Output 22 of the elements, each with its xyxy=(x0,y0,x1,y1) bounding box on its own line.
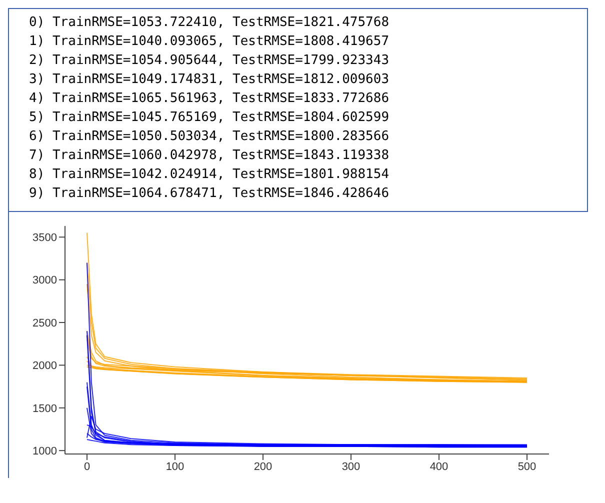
y-tick-label: 1000 xyxy=(32,445,57,458)
text: 3) TrainRMSE=1049.174831, TestRMSE=1812.009603 xyxy=(29,71,390,89)
text: 1) TrainRMSE=1040.093065, TestRMSE=1808.419657 xyxy=(29,33,390,51)
text: 0) TrainRMSE=1053.722410, TestRMSE=1821.475768 xyxy=(29,14,390,32)
x-tick-label: 400 xyxy=(430,460,448,473)
text: 8) TrainRMSE=1042.024914, TestRMSE=1801.988154 xyxy=(29,166,390,184)
x-tick-label: 300 xyxy=(342,460,360,473)
y-tick-label: 1500 xyxy=(32,402,57,415)
x-tick-label: 500 xyxy=(518,460,536,473)
y-tick-label: 3000 xyxy=(32,274,57,287)
text: 9) TrainRMSE=1064.678471, TestRMSE=1846.428646 xyxy=(29,185,390,203)
text: 4) TrainRMSE=1065.561963, TestRMSE=1833.772686 xyxy=(29,90,390,108)
x-tick-label: 100 xyxy=(166,460,184,473)
text: 2) TrainRMSE=1054.905644, TestRMSE=1799.923343 xyxy=(29,52,390,70)
y-tick-label: 2500 xyxy=(32,317,57,330)
text: 7) TrainRMSE=1060.042978, TestRMSE=1843.119338 xyxy=(29,147,390,165)
y-tick-label: 3500 xyxy=(32,232,57,244)
x-tick-label: 0 xyxy=(84,460,90,473)
text: 6) TrainRMSE=1050.503034, TestRMSE=1800.283566 xyxy=(29,128,390,146)
text: 5) TrainRMSE=1045.765169, TestRMSE=1804.602599 xyxy=(29,109,390,127)
y-tick-label: 2000 xyxy=(32,360,57,372)
x-tick-label: 200 xyxy=(254,460,272,473)
